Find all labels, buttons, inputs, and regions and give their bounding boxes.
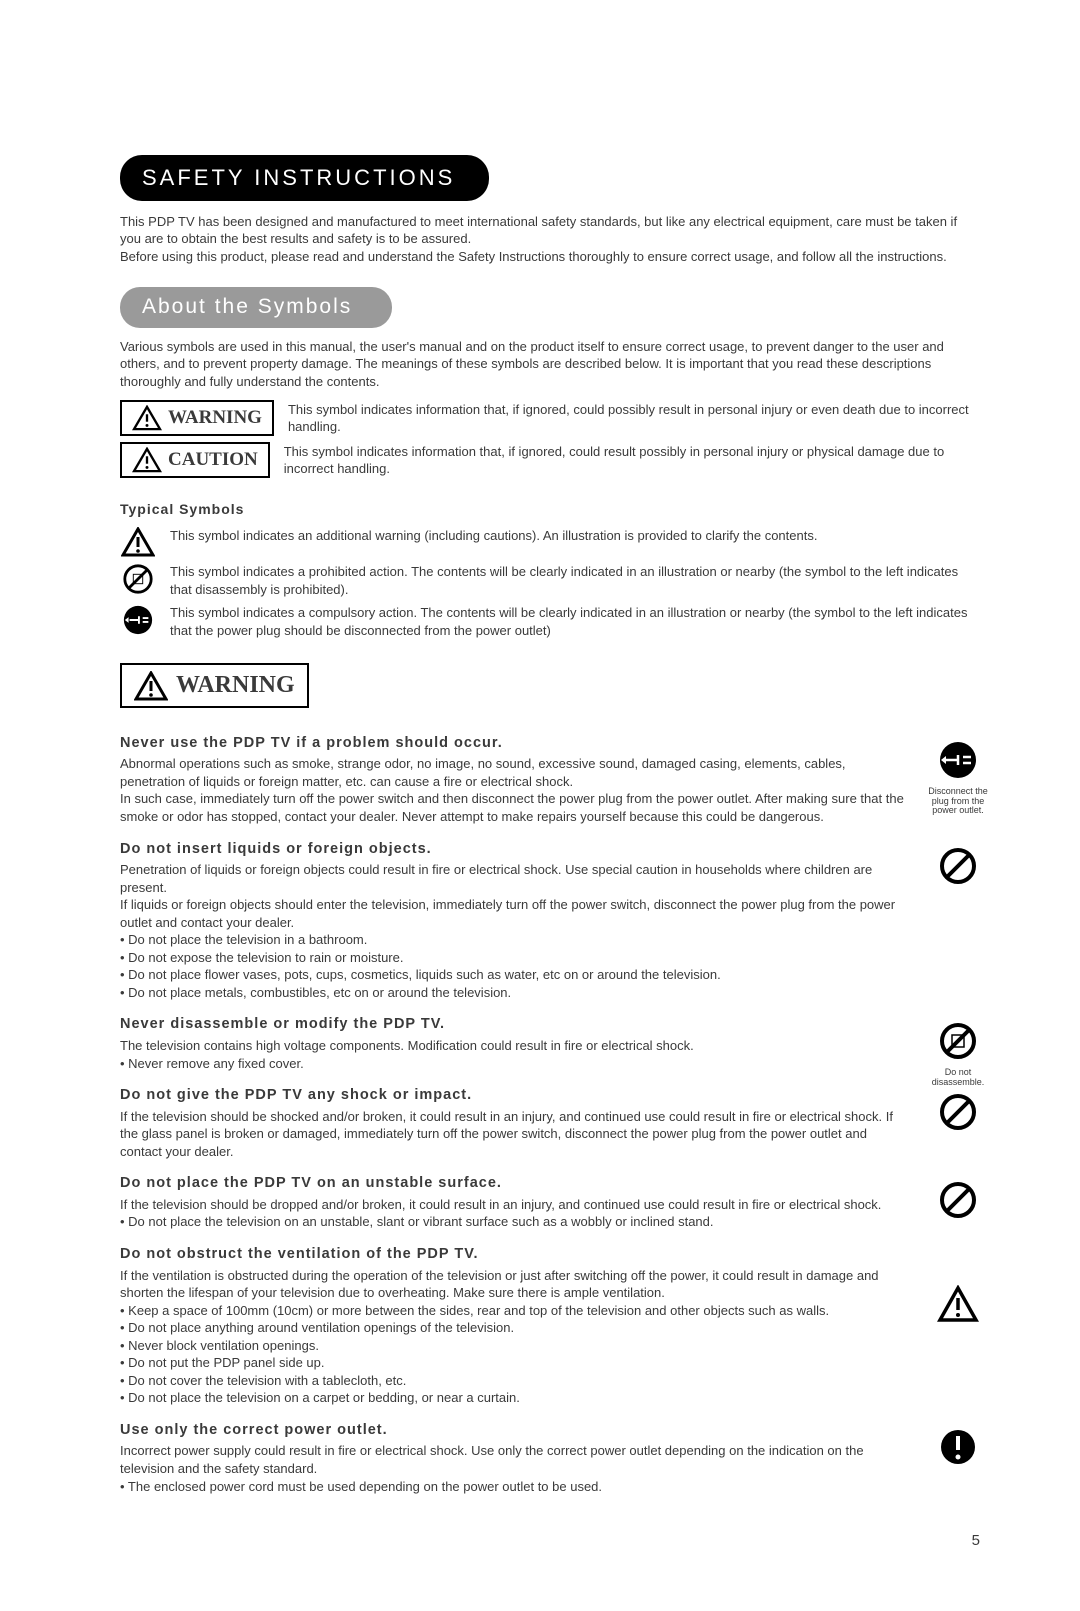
big-warning-text: WARNING <box>176 669 295 701</box>
triangle-warning-large-icon <box>134 671 168 701</box>
warning-label-desc: This symbol indicates information that, … <box>288 401 980 436</box>
section-unstable-surface: Do not place the PDP TV on an unstable s… <box>120 1174 980 1231</box>
no-disassemble-icon <box>122 563 154 595</box>
s6-body: If the ventilation is obstructed during … <box>120 1267 910 1407</box>
s1-side-caption: Disconnect the plug from the power outle… <box>926 787 990 817</box>
s4-side-icon-group <box>926 1092 990 1135</box>
s1-heading: Never use the PDP TV if a problem should… <box>120 734 910 754</box>
caution-symbol-row: CAUTION This symbol indicates informatio… <box>120 442 980 478</box>
typical-text-1: This symbol indicates an additional warn… <box>170 527 980 545</box>
caution-label-box: CAUTION <box>120 442 270 478</box>
s3-body: The television contains high voltage com… <box>120 1037 910 1072</box>
s4-heading: Do not give the PDP TV any shock or impa… <box>120 1086 910 1106</box>
s5-body: If the television should be dropped and/… <box>120 1196 910 1231</box>
s7-body: Incorrect power supply could result in f… <box>120 1442 910 1495</box>
about-symbols-intro: Various symbols are used in this manual,… <box>120 338 980 391</box>
s3-heading: Never disassemble or modify the PDP TV. <box>120 1015 910 1035</box>
s1-side-icon-group: Disconnect the plug from the power outle… <box>926 740 990 817</box>
no-disassemble-side-icon <box>938 1021 978 1061</box>
section-never-use-if-problem: Never use the PDP TV if a problem should… <box>120 734 980 826</box>
s4-body: If the television should be shocked and/… <box>120 1108 910 1161</box>
intro-paragraph: This PDP TV has been designed and manufa… <box>120 213 980 266</box>
triangle-warning-icon <box>132 405 162 431</box>
typical-row-compulsory: This symbol indicates a compulsory actio… <box>120 604 980 639</box>
caution-label-text: CAUTION <box>168 447 258 473</box>
page-main-title: SAFETY INSTRUCTIONS <box>120 155 489 201</box>
s6-side-icon-group <box>926 1285 990 1326</box>
triangle-caution-side-icon <box>937 1285 979 1323</box>
prohibit-icon <box>938 846 978 886</box>
section-no-shock: Do not give the PDP TV any shock or impa… <box>120 1086 980 1160</box>
about-symbols-title: About the Symbols <box>120 287 392 327</box>
s5-heading: Do not place the PDP TV on an unstable s… <box>120 1174 910 1194</box>
typical-text-2: This symbol indicates a prohibited actio… <box>170 563 980 598</box>
s3-side-icon-group: Do not disassemble. <box>926 1021 990 1088</box>
warning-symbol-row: WARNING This symbol indicates informatio… <box>120 400 980 436</box>
typical-row-prohibit: This symbol indicates a prohibited actio… <box>120 563 980 598</box>
caution-label-desc: This symbol indicates information that, … <box>284 443 980 478</box>
s7-side-icon-group <box>926 1427 990 1470</box>
s5-side-icon-group <box>926 1180 990 1223</box>
warning-label-box: WARNING <box>120 400 274 436</box>
triangle-exclaim-icon <box>121 527 155 557</box>
prohibit-icon <box>938 1092 978 1132</box>
unplug-compulsory-icon <box>122 604 154 636</box>
unplug-icon <box>938 740 978 780</box>
s6-heading: Do not obstruct the ventilation of the P… <box>120 1245 910 1265</box>
typical-symbols-heading: Typical Symbols <box>120 500 980 519</box>
section-power-outlet: Use only the correct power outlet. Incor… <box>120 1421 980 1495</box>
triangle-caution-icon <box>132 447 162 473</box>
s2-side-icon-group <box>926 846 990 889</box>
typical-text-3: This symbol indicates a compulsory actio… <box>170 604 980 639</box>
s1-body: Abnormal operations such as smoke, stran… <box>120 755 910 825</box>
section-no-disassemble: Never disassemble or modify the PDP TV. … <box>120 1015 980 1072</box>
page-number: 5 <box>120 1531 980 1551</box>
section-no-liquids: Do not insert liquids or foreign objects… <box>120 840 980 1002</box>
s2-heading: Do not insert liquids or foreign objects… <box>120 840 910 860</box>
warning-label-text: WARNING <box>168 405 262 431</box>
s7-heading: Use only the correct power outlet. <box>120 1421 910 1441</box>
warning-section-header: WARNING <box>120 663 309 707</box>
prohibit-icon <box>938 1180 978 1220</box>
compulsory-icon <box>938 1427 978 1467</box>
typical-row-warning: This symbol indicates an additional warn… <box>120 527 980 557</box>
section-ventilation: Do not obstruct the ventilation of the P… <box>120 1245 980 1407</box>
s2-body: Penetration of liquids or foreign object… <box>120 861 910 1001</box>
